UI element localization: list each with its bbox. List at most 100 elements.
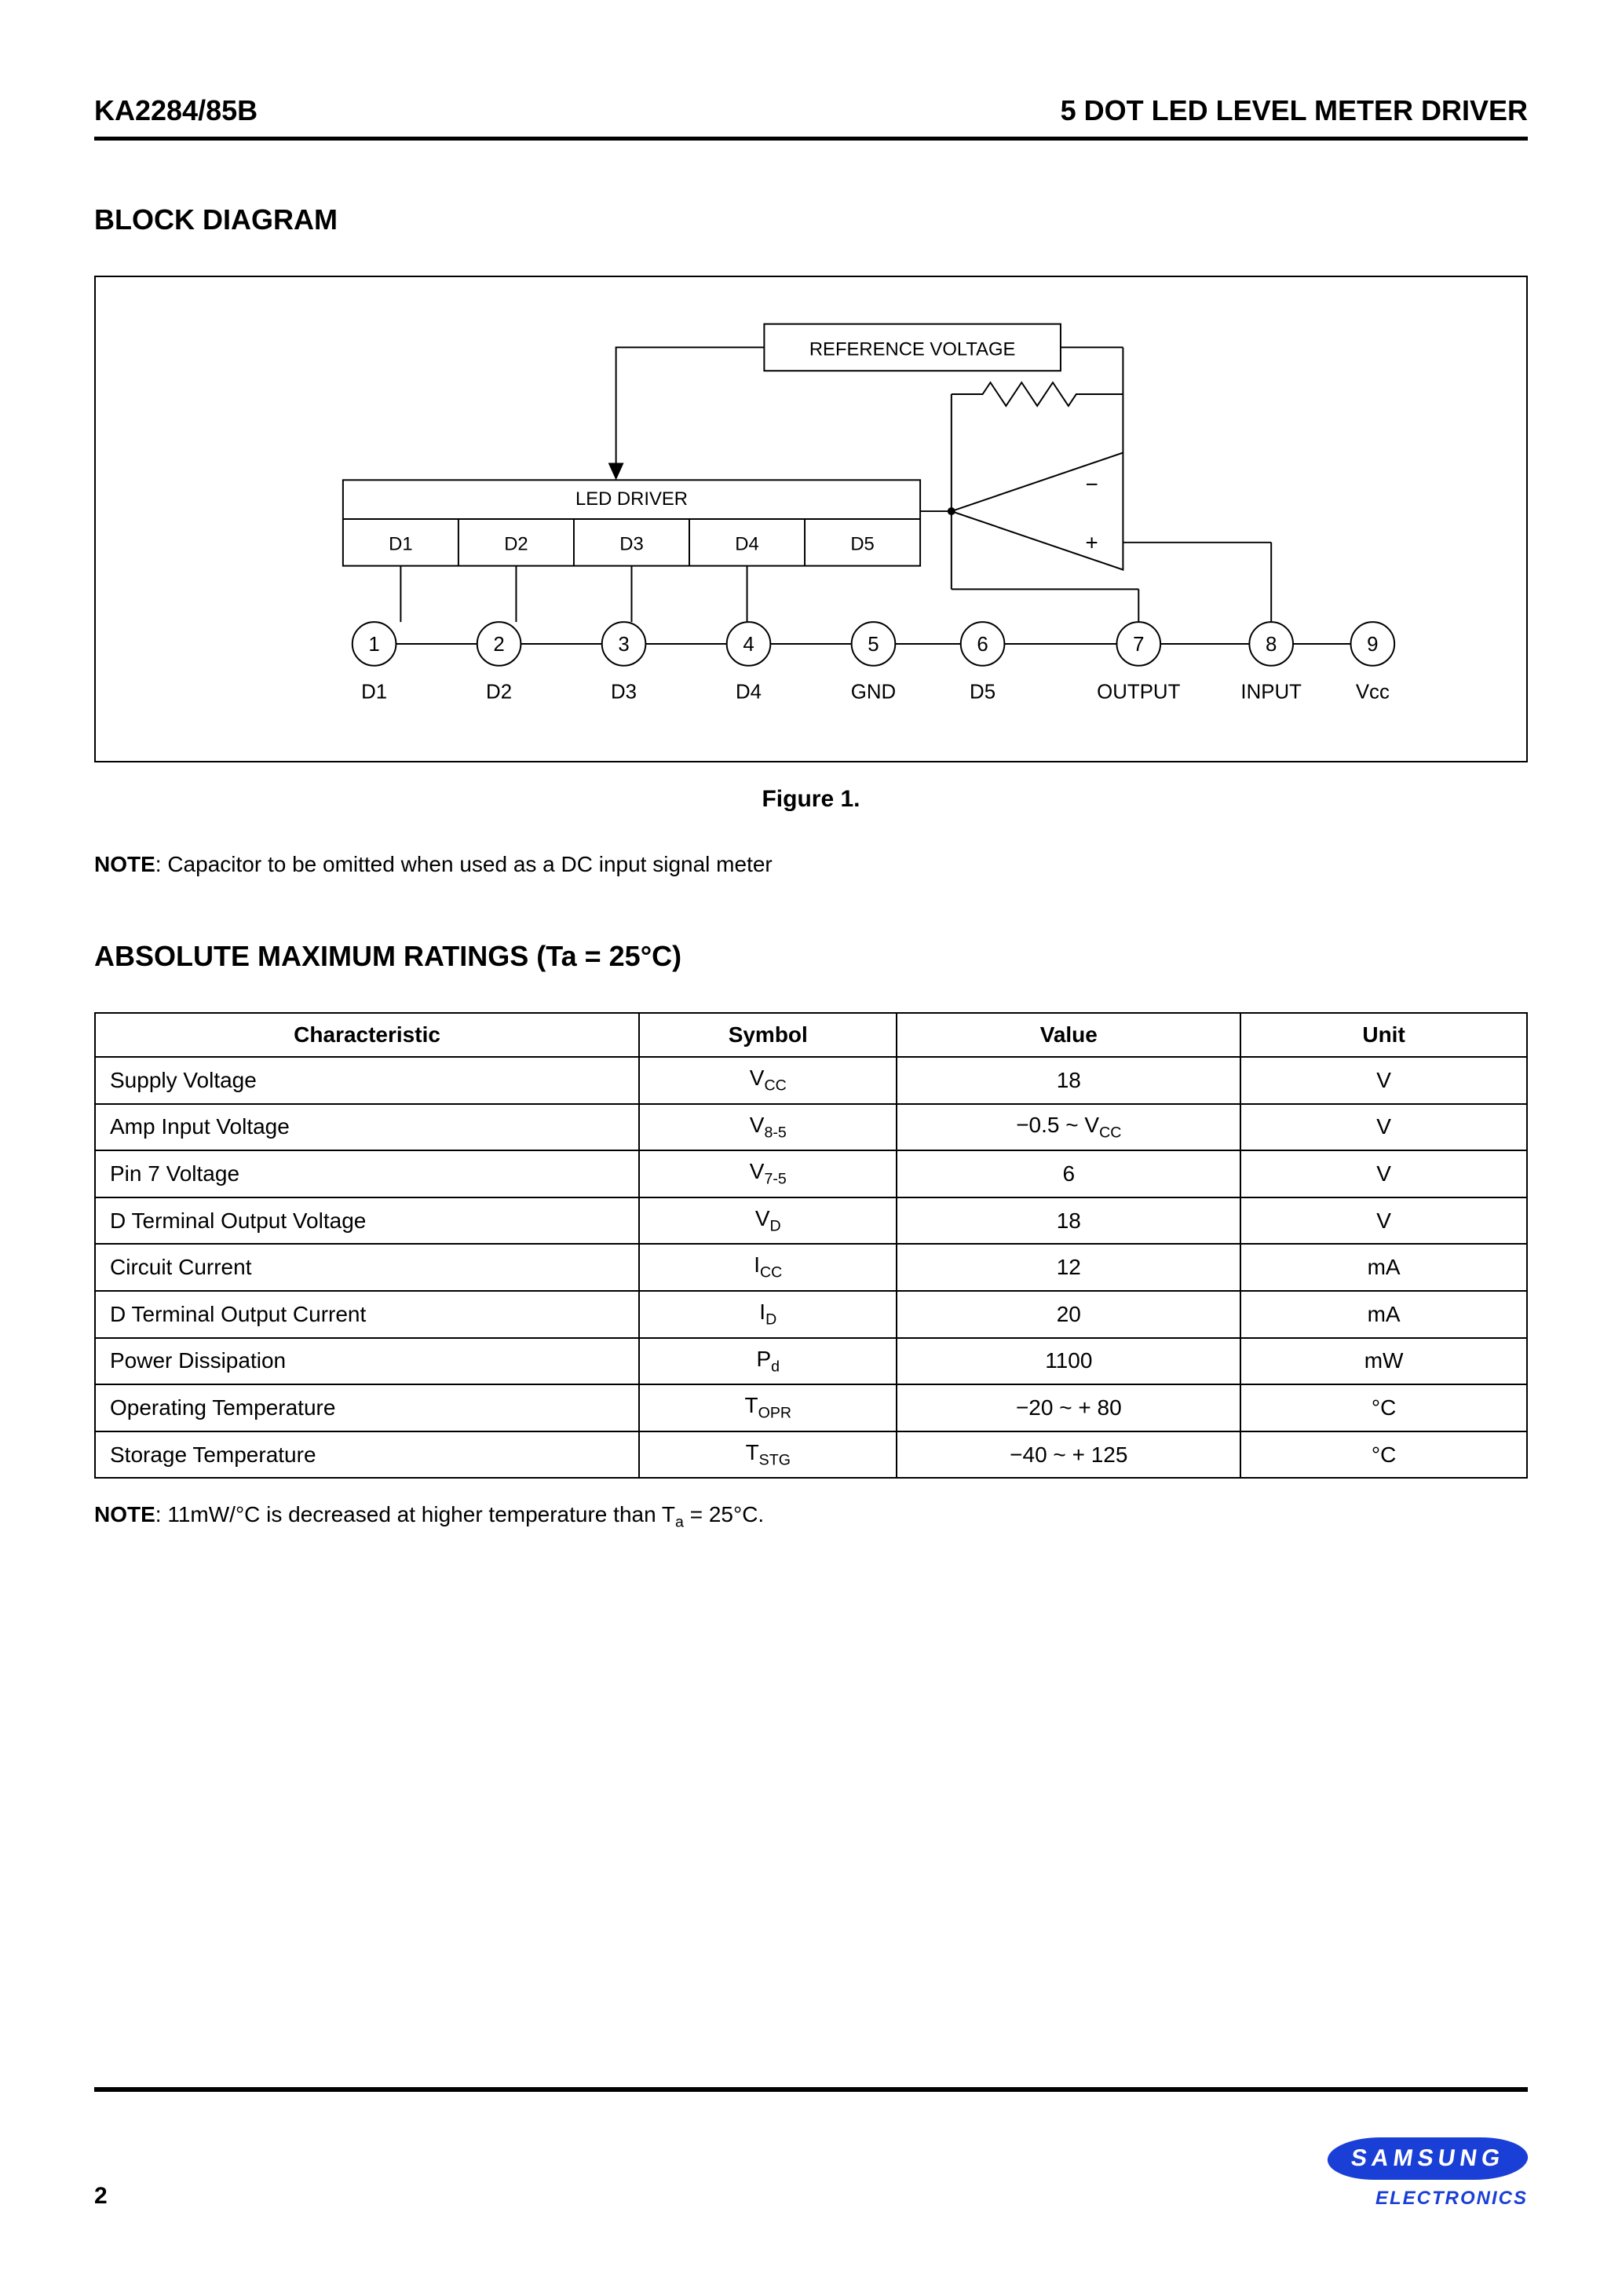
- wire-ref-to-driver: [616, 347, 765, 472]
- pin-6: 6 D5: [961, 622, 1005, 703]
- svg-text:6: 6: [977, 634, 988, 656]
- resistor-icon: [952, 382, 1123, 406]
- cell-d4: D4: [735, 534, 758, 555]
- cell-value: 18: [897, 1197, 1240, 1245]
- cell-value: 1100: [897, 1338, 1240, 1385]
- col-value: Value: [897, 1013, 1240, 1057]
- table-header-row: Characteristic Symbol Value Unit: [95, 1013, 1527, 1057]
- svg-text:INPUT: INPUT: [1240, 682, 1302, 704]
- header-title: 5 DOT LED LEVEL METER DRIVER: [1061, 94, 1528, 127]
- cell-symbol: V8-5: [639, 1104, 897, 1151]
- svg-text:5: 5: [868, 634, 879, 656]
- block-diagram-svg: REFERENCE VOLTAGE − + LED DRIVER: [96, 277, 1526, 761]
- cell-value: 12: [897, 1244, 1240, 1291]
- cell-unit: V: [1240, 1057, 1527, 1104]
- cell-symbol: Pd: [639, 1338, 897, 1385]
- table-row: Supply VoltageVCC18V: [95, 1057, 1527, 1104]
- cell-characteristic: Amp Input Voltage: [95, 1104, 639, 1151]
- cell-unit: mW: [1240, 1338, 1527, 1385]
- pin-4: 4 D4: [727, 622, 771, 703]
- opamp-plus: +: [1086, 531, 1098, 555]
- table-row: D Terminal Output VoltageVD18V: [95, 1197, 1527, 1245]
- svg-text:D5: D5: [970, 682, 995, 704]
- note-1: NOTE: Capacitor to be omitted when used …: [94, 852, 1528, 877]
- cell-unit: mA: [1240, 1244, 1527, 1291]
- cell-characteristic: Power Dissipation: [95, 1338, 639, 1385]
- note2-sub: a: [675, 1514, 684, 1531]
- cell-symbol: VCC: [639, 1057, 897, 1104]
- note-2: NOTE: 11mW/°C is decreased at higher tem…: [94, 1502, 1528, 1532]
- svg-text:D3: D3: [611, 682, 637, 704]
- svg-text:7: 7: [1133, 634, 1144, 656]
- svg-text:4: 4: [743, 634, 754, 656]
- pin-8: 8 INPUT: [1240, 622, 1302, 703]
- note2-text-a: : 11mW/°C is decreased at higher tempera…: [155, 1502, 675, 1526]
- cell-symbol: TSTG: [639, 1431, 897, 1479]
- cell-value: −20 ~ + 80: [897, 1384, 1240, 1431]
- cell-unit: V: [1240, 1197, 1527, 1245]
- figure-caption: Figure 1.: [94, 786, 1528, 813]
- svg-text:D4: D4: [736, 682, 762, 704]
- led-driver-label: LED DRIVER: [575, 488, 688, 510]
- svg-text:3: 3: [618, 634, 629, 656]
- ref-voltage-label: REFERENCE VOLTAGE: [809, 338, 1016, 360]
- pin-9: 9 Vcc: [1351, 622, 1395, 703]
- driver-cells: D1 D2 D3 D4 D5: [389, 519, 875, 566]
- svg-text:9: 9: [1367, 634, 1378, 656]
- cell-unit: V: [1240, 1104, 1527, 1151]
- cell-d3: D3: [619, 534, 643, 555]
- svg-text:D1: D1: [361, 682, 387, 704]
- cell-unit: °C: [1240, 1384, 1527, 1431]
- cell-d5: D5: [850, 534, 874, 555]
- pin-1: 1 D1: [353, 622, 396, 703]
- pin-7: 7 OUTPUT: [1097, 622, 1180, 703]
- note2-prefix: NOTE: [94, 1502, 155, 1526]
- pin-5: 5 GND: [851, 622, 896, 703]
- electronics-label: ELECTRONICS: [1328, 2188, 1528, 2210]
- footer-rule: [94, 2087, 1528, 2092]
- section-title-block-diagram: BLOCK DIAGRAM: [94, 203, 1528, 236]
- cell-characteristic: D Terminal Output Voltage: [95, 1197, 639, 1245]
- cell-symbol: VD: [639, 1197, 897, 1245]
- note2-text-b: = 25°C.: [684, 1502, 764, 1526]
- cell-d1: D1: [389, 534, 412, 555]
- note-prefix: NOTE: [94, 852, 155, 876]
- table-row: Circuit CurrentICC12mA: [95, 1244, 1527, 1291]
- opamp-minus: −: [1086, 472, 1098, 496]
- cell-characteristic: Storage Temperature: [95, 1431, 639, 1479]
- col-unit: Unit: [1240, 1013, 1527, 1057]
- cell-value: −40 ~ + 125: [897, 1431, 1240, 1479]
- cell-value: 18: [897, 1057, 1240, 1104]
- svg-text:D2: D2: [486, 682, 512, 704]
- svg-text:1: 1: [368, 634, 379, 656]
- cell-symbol: TOPR: [639, 1384, 897, 1431]
- page-number: 2: [94, 2183, 108, 2210]
- svg-text:Vcc: Vcc: [1356, 682, 1390, 704]
- table-row: Power DissipationPd1100mW: [95, 1338, 1527, 1385]
- page: KA2284/85B 5 DOT LED LEVEL METER DRIVER …: [0, 0, 1622, 2296]
- svg-text:OUTPUT: OUTPUT: [1097, 682, 1180, 704]
- header-part-number: KA2284/85B: [94, 94, 258, 127]
- cell-symbol: V7-5: [639, 1150, 897, 1197]
- table-row: Storage TemperatureTSTG−40 ~ + 125°C: [95, 1431, 1527, 1479]
- table-row: Amp Input VoltageV8-5−0.5 ~ VCCV: [95, 1104, 1527, 1151]
- col-symbol: Symbol: [639, 1013, 897, 1057]
- note-text: : Capacitor to be omitted when used as a…: [155, 852, 773, 876]
- samsung-logo: SAMSUNG: [1324, 2137, 1531, 2180]
- pin-2: 2 D2: [477, 622, 521, 703]
- section-title-ratings: ABSOLUTE MAXIMUM RATINGS (Ta = 25°C): [94, 940, 1528, 973]
- page-header: KA2284/85B 5 DOT LED LEVEL METER DRIVER: [94, 94, 1528, 141]
- arrowhead-icon: [608, 462, 624, 480]
- svg-text:GND: GND: [851, 682, 896, 704]
- cell-value: 20: [897, 1291, 1240, 1338]
- cell-symbol: ID: [639, 1291, 897, 1338]
- block-diagram-container: REFERENCE VOLTAGE − + LED DRIVER: [94, 276, 1528, 762]
- col-characteristic: Characteristic: [95, 1013, 639, 1057]
- table-row: D Terminal Output CurrentID20mA: [95, 1291, 1527, 1338]
- cell-d2: D2: [504, 534, 528, 555]
- ratings-table: Characteristic Symbol Value Unit Supply …: [94, 1012, 1528, 1479]
- ratings-tbody: Supply VoltageVCC18VAmp Input VoltageV8-…: [95, 1057, 1527, 1478]
- cell-characteristic: Circuit Current: [95, 1244, 639, 1291]
- cell-value: 6: [897, 1150, 1240, 1197]
- pins-group: 1 D1 2 D2 3 D3 4 D4: [353, 622, 1394, 703]
